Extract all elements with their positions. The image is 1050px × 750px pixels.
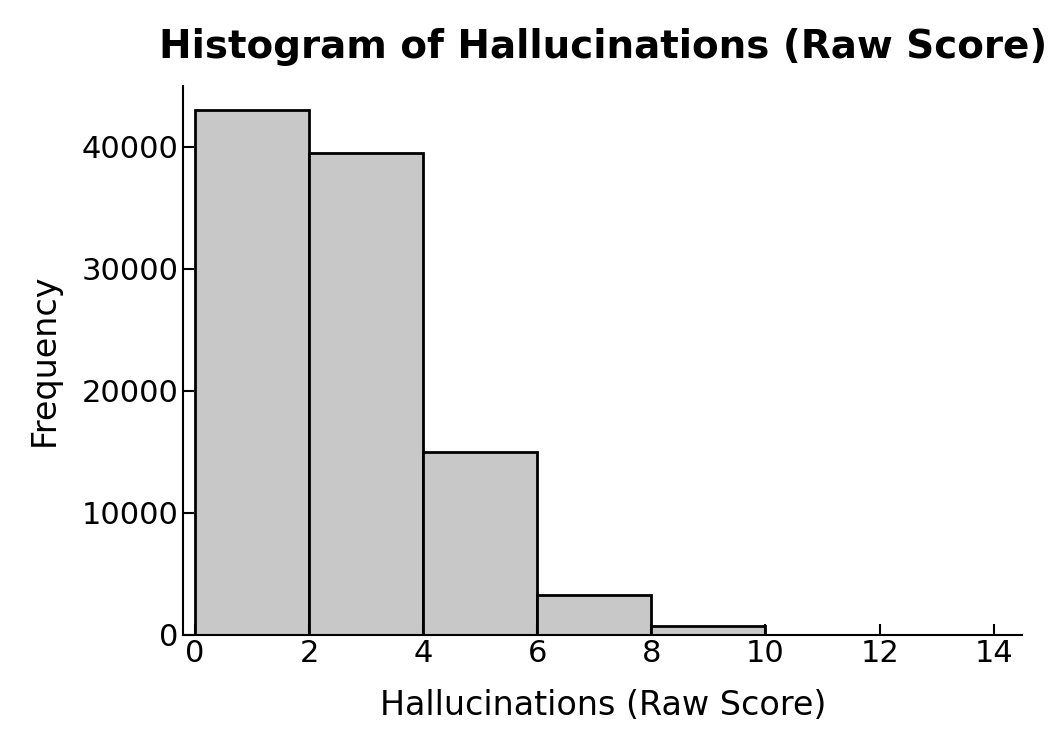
Bar — [195, 110, 309, 634]
Bar — [423, 452, 538, 634]
Y-axis label: Frequency: Frequency — [27, 274, 61, 446]
Bar — [651, 626, 765, 634]
X-axis label: Hallucinations (Raw Score): Hallucinations (Raw Score) — [380, 689, 826, 722]
Bar — [538, 596, 651, 634]
Title: Histogram of Hallucinations (Raw Score): Histogram of Hallucinations (Raw Score) — [159, 28, 1047, 66]
Bar — [309, 153, 423, 634]
